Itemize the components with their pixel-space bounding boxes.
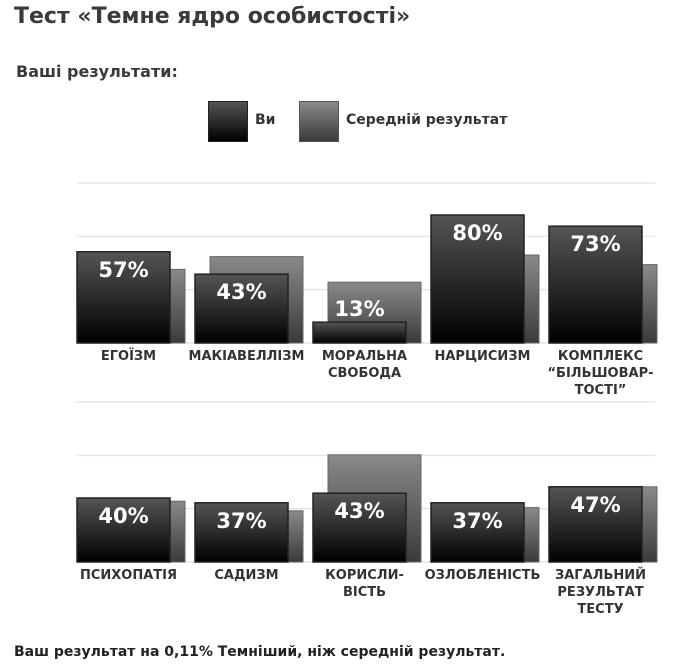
- bar-you: [76, 251, 171, 344]
- category-label: НАРЦИСИЗМ: [434, 349, 530, 364]
- category-label: КОМПЛЕКС: [558, 349, 643, 364]
- bar-you: [194, 502, 289, 563]
- value-label: 13%: [334, 297, 384, 321]
- category-label: ТОСТІ”: [575, 383, 627, 398]
- value-label: 43%: [216, 280, 266, 304]
- bar-you: [312, 321, 407, 344]
- legend-label-you: Ви: [255, 112, 276, 128]
- results-heading: Ваші результати:: [16, 62, 178, 81]
- page-title: Тест «Темне ядро особистості»: [14, 4, 411, 29]
- bar-you: [312, 492, 407, 563]
- category-label: ВІСТЬ: [343, 585, 386, 600]
- category-label: МОРАЛЬНА: [322, 349, 407, 364]
- value-label: 47%: [570, 493, 620, 517]
- bar-you: [548, 486, 643, 563]
- value-label: 43%: [334, 499, 384, 523]
- category-label: СВОБОДА: [328, 366, 401, 381]
- legend-label-average: Середній результат: [346, 112, 508, 128]
- chart-bottom: 40% ПСИХОПАТІЯ 37% САДИЗМ 43% КОРИСЛИ- ВІСТЬ 37…: [76, 401, 658, 617]
- value-label: 73%: [570, 232, 620, 256]
- value-label: 40%: [98, 504, 148, 528]
- value-label: 80%: [452, 221, 502, 245]
- category-label: ОЗЛОБЛЕНІСТЬ: [425, 568, 541, 583]
- category-label: РЕЗУЛЬТАТ: [557, 585, 643, 600]
- bar-you: [430, 214, 525, 344]
- summary-text: Ваш результат на 0,11% Темніший, ніж сер…: [14, 644, 506, 660]
- bar-you: [76, 497, 171, 563]
- category-label: МАКІАВЕЛЛІЗМ: [189, 349, 305, 364]
- category-label: ПСИХОПАТІЯ: [80, 568, 177, 583]
- bar-you: [548, 225, 643, 344]
- legend-swatch-you: [208, 101, 248, 142]
- legend-swatch-average: [299, 101, 339, 142]
- bar-you: [430, 502, 525, 563]
- category-label: ТЕСТУ: [577, 602, 623, 617]
- value-label: 37%: [452, 509, 502, 533]
- category-label: ЗАГАЛЬНИЙ: [555, 567, 646, 583]
- chart-top: 57% ЕГОЇЗМ 43% МАКІАВЕЛЛІЗМ 13% МОРАЛЬНА СВОБО…: [76, 182, 658, 398]
- category-label: КОРИСЛИ-: [325, 568, 404, 583]
- value-label: 57%: [98, 258, 148, 282]
- value-label: 37%: [216, 509, 266, 533]
- bar-you: [194, 273, 289, 344]
- category-label: САДИЗМ: [214, 568, 278, 583]
- category-label: “БІЛЬШОВАР-: [548, 366, 654, 381]
- category-label: ЕГОЇЗМ: [101, 348, 156, 364]
